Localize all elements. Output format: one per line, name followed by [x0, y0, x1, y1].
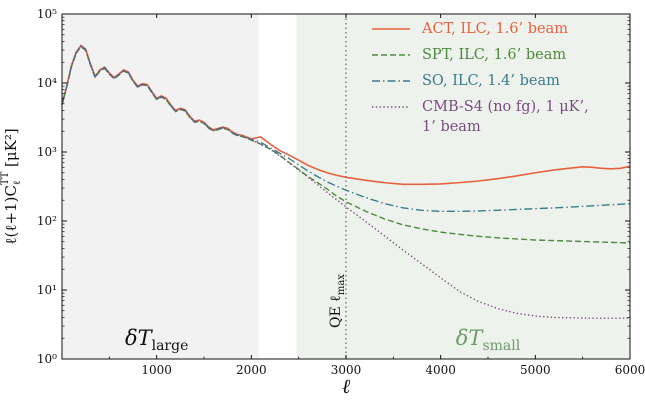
region-large — [62, 14, 259, 359]
y-axis-label: ℓ(ℓ+1)CℓTT [μK²] — [0, 128, 23, 244]
legend-label: SO, ILC, 1.4’ beam — [422, 73, 560, 89]
y-tick-label: 10³ — [37, 145, 57, 159]
legend-label: 1’ beam — [422, 119, 481, 135]
x-axis-ticks: 1000 2000 3000 4000 5000 6000 — [108, 14, 645, 377]
y-tick-label: 10⁵ — [37, 7, 57, 21]
y-axis-ticks: 10⁰ 10¹ 10² 10³ 10⁴ 10⁵ — [37, 7, 630, 366]
x-tick-label: 1000 — [141, 363, 172, 377]
region-label-small: δTsmall — [456, 326, 521, 354]
region-small — [296, 14, 630, 359]
y-tick-label: 10⁰ — [37, 352, 57, 366]
series-layer — [61, 44, 631, 319]
qe-lmax-label: QE ℓmax — [328, 274, 347, 328]
x-tick-label: 5000 — [520, 363, 551, 377]
legend-label: CMB-S4 (no fg), 1 μK’, — [422, 99, 589, 115]
region-labels: δTlarge δTsmall — [125, 326, 521, 354]
region-label-large: δTlarge — [125, 326, 188, 354]
y-tick-label: 10¹ — [37, 283, 57, 297]
x-tick-label: 2000 — [236, 363, 267, 377]
x-tick-label: 6000 — [615, 363, 645, 377]
x-axis-label: ℓ — [342, 374, 351, 398]
x-tick-label: 3000 — [331, 363, 362, 377]
legend-label: SPT, ILC, 1.6’ beam — [422, 47, 566, 63]
series-line-2 — [61, 45, 631, 244]
legend: ACT, ILC, 1.6’ beam SPT, ILC, 1.6’ beam SO… — [372, 21, 589, 135]
y-tick-label: 10² — [37, 214, 57, 228]
x-tick-label: 4000 — [425, 363, 456, 377]
legend-label: ACT, ILC, 1.6’ beam — [421, 21, 568, 37]
shaded-regions — [62, 14, 630, 359]
y-tick-label: 10⁴ — [37, 76, 57, 90]
